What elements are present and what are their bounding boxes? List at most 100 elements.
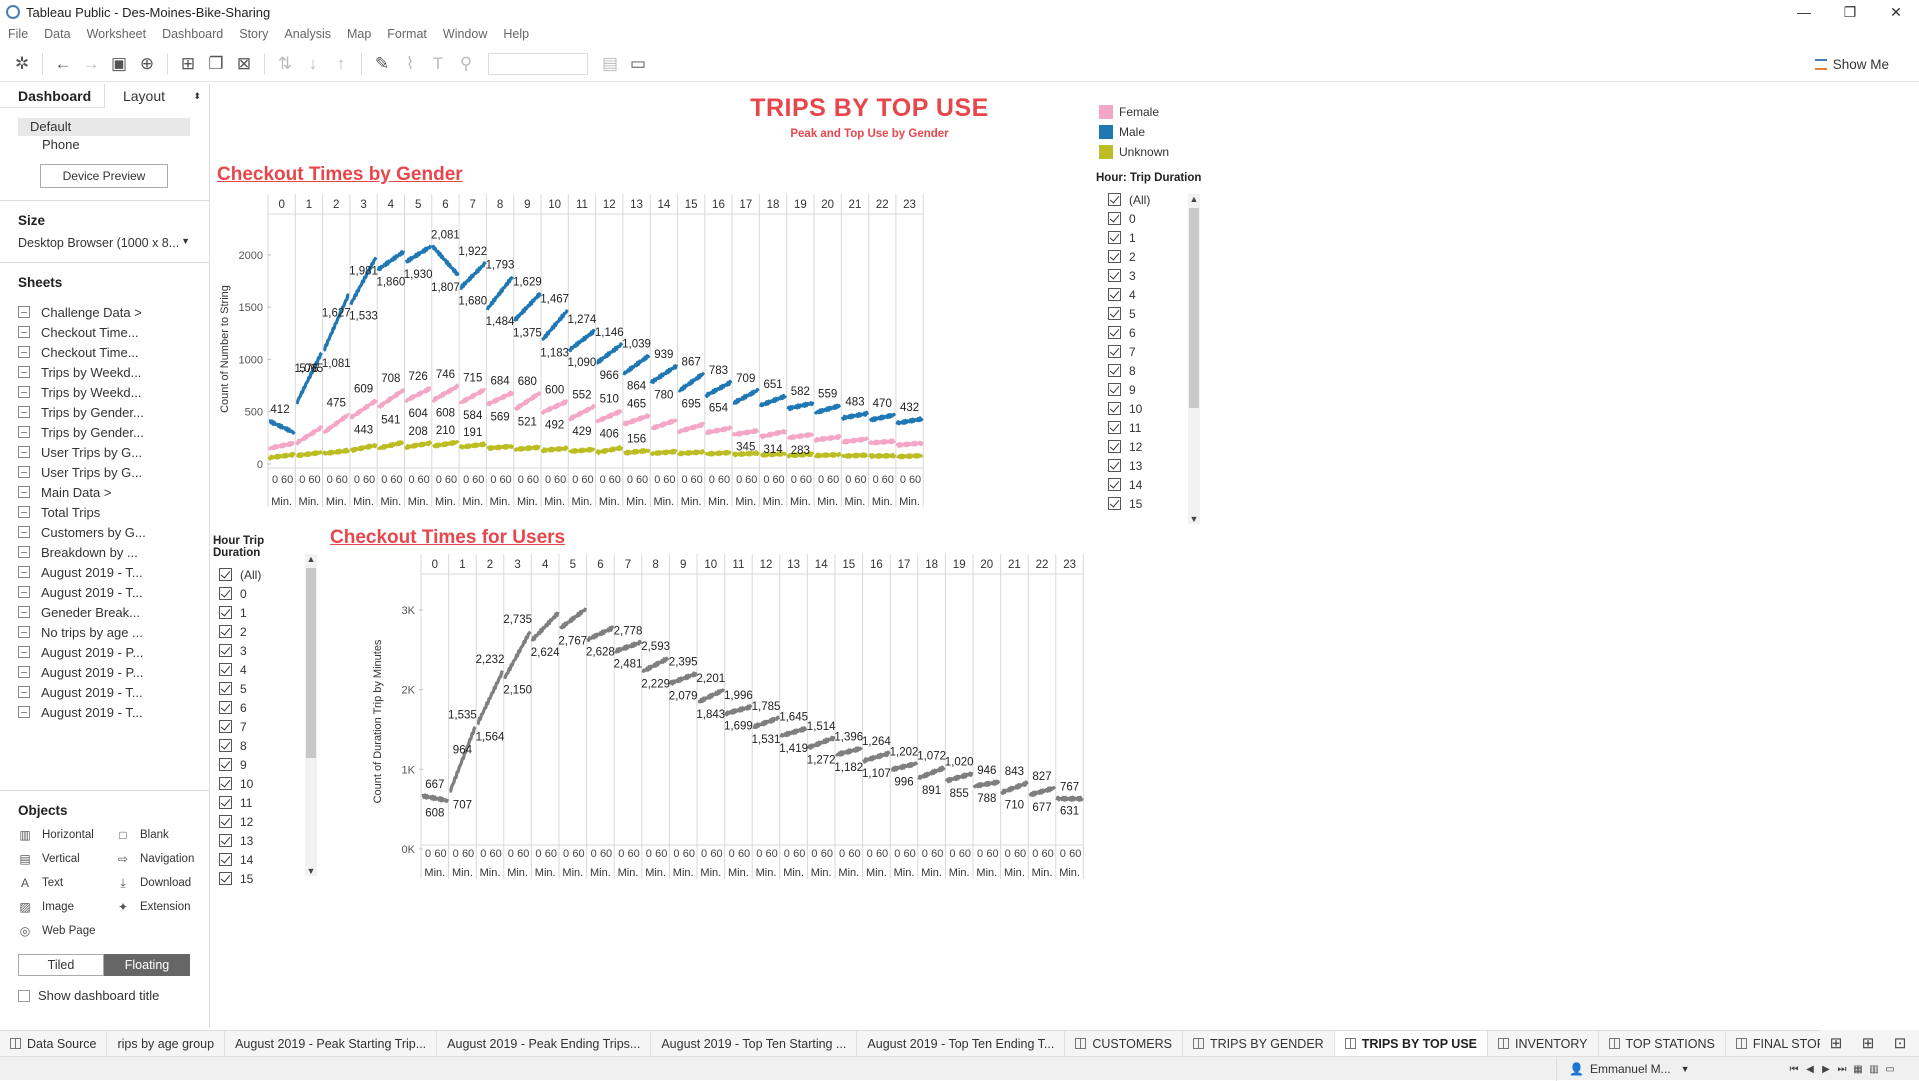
show-mark-labels-icon[interactable]: T	[432, 53, 444, 73]
checkbox-checked-icon[interactable]	[1108, 326, 1121, 339]
series-line-users-hour-4[interactable]	[530, 611, 560, 642]
series-line-unknown-hour-20[interactable]	[813, 451, 842, 459]
sheet-item[interactable]: August 2019 - T...	[0, 702, 209, 722]
series-line-female-hour-17[interactable]	[731, 428, 760, 437]
checkbox-checked-icon[interactable]	[219, 701, 232, 714]
series-line-female-hour-6[interactable]	[431, 383, 460, 403]
sheet-item[interactable]: Main Data >	[0, 482, 209, 502]
checkbox-checked-icon[interactable]	[219, 587, 232, 600]
sheet-item[interactable]: August 2019 - T...	[0, 682, 209, 702]
filter-option[interactable]: 12	[1108, 437, 1206, 456]
tab-august-2019-top-ten-starting[interactable]: August 2019 - Top Ten Starting ...	[651, 1031, 858, 1056]
object-web-page[interactable]: ◎ Web Page	[18, 922, 116, 940]
filter-option[interactable]: 14	[219, 850, 313, 869]
checkbox-checked-icon[interactable]	[219, 853, 232, 866]
checkbox-checked-icon[interactable]	[219, 606, 232, 619]
filter-option[interactable]: (All)	[1108, 190, 1206, 209]
tab-customers[interactable]: CUSTOMERS	[1065, 1031, 1183, 1056]
series-line-female-hour-2[interactable]	[322, 413, 350, 435]
scroll-down-icon[interactable]: ▼	[1189, 514, 1199, 524]
series-line-unknown-hour-17[interactable]	[731, 450, 760, 458]
series-line-unknown-hour-10[interactable]	[540, 445, 569, 454]
tab-inventory[interactable]: INVENTORY	[1488, 1031, 1599, 1056]
series-line-male-hour-22[interactable]	[868, 412, 897, 423]
checkbox-checked-icon[interactable]	[1108, 250, 1121, 263]
sheet-item[interactable]: Trips by Weekd...	[0, 362, 209, 382]
first-sheet-icon[interactable]: ⏮	[1789, 1063, 1799, 1075]
series-line-male-hour-21[interactable]	[840, 410, 870, 421]
series-line-male-hour-5[interactable]	[404, 244, 433, 264]
sheet-item[interactable]: Checkout Time...	[0, 322, 209, 342]
series-line-male-hour-2[interactable]	[322, 293, 350, 352]
sheet-item[interactable]: Challenge Data >	[0, 302, 209, 322]
sheet-item[interactable]: No trips by age ...	[0, 622, 209, 642]
checkbox-checked-icon[interactable]	[219, 625, 232, 638]
scrollbar-thumb[interactable]	[306, 568, 316, 758]
checkout-times-by-gender-chart[interactable]: Count of Number to String050010001500200…	[211, 194, 1091, 524]
series-line-unknown-hour-3[interactable]	[349, 443, 378, 453]
sheet-item[interactable]: Checkout Time...	[0, 342, 209, 362]
series-line-unknown-hour-22[interactable]	[868, 452, 897, 460]
series-line-users-hour-7[interactable]	[614, 639, 643, 654]
series-line-male-hour-10[interactable]	[541, 309, 569, 342]
scrollbar-thumb[interactable]	[1189, 208, 1199, 408]
series-line-users-hour-5[interactable]	[559, 607, 588, 630]
checkbox-checked-icon[interactable]	[219, 815, 232, 828]
prev-sheet-icon[interactable]: ◀	[1806, 1063, 1814, 1075]
menu-dashboard[interactable]: Dashboard	[162, 27, 224, 41]
object-vertical[interactable]: ▤ Vertical	[18, 850, 116, 868]
sheet-item[interactable]: User Trips by G...	[0, 442, 209, 462]
undo-icon[interactable]: ←	[54, 53, 72, 73]
checkbox-checked-icon[interactable]	[219, 834, 232, 847]
menu-window[interactable]: Window	[442, 27, 488, 41]
new-worksheet-icon[interactable]: ⊞	[180, 53, 196, 73]
series-line-male-hour-4[interactable]	[376, 250, 406, 272]
checkbox-checked-icon[interactable]	[1108, 288, 1121, 301]
series-line-male-hour-14[interactable]	[649, 364, 679, 384]
maximize-button[interactable]: ❐	[1843, 3, 1857, 20]
menu-help[interactable]: Help	[503, 27, 530, 41]
checkbox-checked-icon[interactable]	[1108, 193, 1121, 206]
filter-option[interactable]: 8	[1108, 361, 1206, 380]
sheet-sorter-icon[interactable]: ▦	[1853, 1063, 1863, 1075]
checkbox-checked-icon[interactable]	[219, 777, 232, 790]
filmstrip-icon[interactable]: ▥	[1869, 1063, 1879, 1075]
tableau-logo-icon[interactable]: ✲	[14, 53, 30, 73]
new-worksheet-tab-icon[interactable]: ⊞	[1829, 1035, 1843, 1052]
filter-option[interactable]: 10	[219, 774, 313, 793]
sheet-item[interactable]: Trips by Gender...	[0, 422, 209, 442]
sheet-item[interactable]: August 2019 - P...	[0, 642, 209, 662]
series-line-female-hour-1[interactable]	[294, 425, 324, 446]
series-line-female-hour-18[interactable]	[758, 428, 788, 440]
floating-button[interactable]: Floating	[104, 954, 190, 976]
series-line-female-hour-9[interactable]	[513, 391, 542, 411]
filter-option[interactable]: 6	[1108, 323, 1206, 342]
series-line-female-hour-16[interactable]	[704, 425, 733, 435]
group-members-icon[interactable]: ⌇	[405, 53, 415, 73]
scroll-up-icon[interactable]: ▲	[1189, 194, 1199, 204]
series-line-female-hour-4[interactable]	[376, 388, 406, 409]
series-line-users-hour-8[interactable]	[641, 656, 670, 674]
filter-option[interactable]: 13	[1108, 456, 1206, 475]
series-line-female-hour-15[interactable]	[677, 421, 706, 435]
sheet-item[interactable]: Customers by G...	[0, 522, 209, 542]
series-line-users-hour-14[interactable]	[806, 735, 836, 750]
series-line-unknown-hour-13[interactable]	[623, 448, 651, 456]
filter-option[interactable]: 1	[219, 603, 313, 622]
filter-option[interactable]: 12	[219, 812, 313, 831]
filter-option[interactable]: 9	[219, 755, 313, 774]
show-title-checkbox[interactable]	[18, 989, 30, 1002]
series-line-users-hour-12[interactable]	[752, 715, 781, 729]
checkbox-checked-icon[interactable]	[219, 758, 232, 771]
series-line-female-hour-8[interactable]	[485, 390, 515, 407]
checkbox-checked-icon[interactable]	[219, 796, 232, 809]
tab-august-2019-peak-ending-trips[interactable]: August 2019 - Peak Ending Trips...	[437, 1031, 652, 1056]
series-line-female-hour-14[interactable]	[650, 418, 678, 431]
checkbox-checked-icon[interactable]	[219, 568, 232, 581]
tab-dashboard[interactable]: Dashboard	[18, 88, 92, 104]
filter-option[interactable]: 7	[1108, 342, 1206, 361]
series-line-users-hour-3[interactable]	[503, 630, 532, 680]
object-navigation[interactable]: ⇨ Navigation	[116, 850, 214, 868]
checkbox-checked-icon[interactable]	[1108, 231, 1121, 244]
presentation-mode-icon[interactable]: ▭	[629, 53, 647, 73]
